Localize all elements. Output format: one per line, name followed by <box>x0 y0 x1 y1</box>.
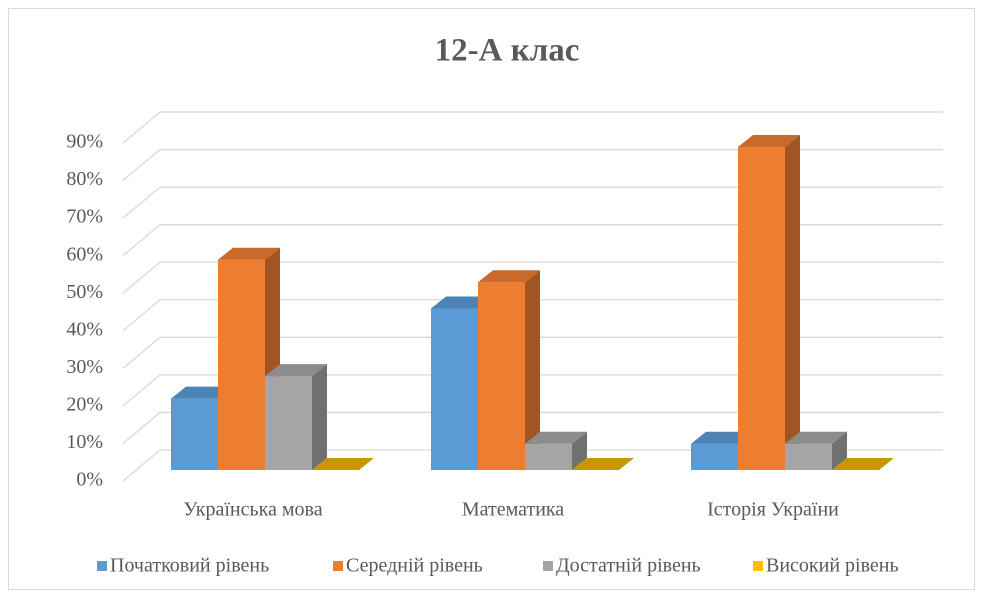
bar-side <box>312 364 327 470</box>
bar-top <box>312 458 374 470</box>
bar-top <box>785 431 847 444</box>
bar-top <box>171 386 233 399</box>
bar-side <box>785 135 800 470</box>
legend-label: Достатній рівень <box>556 555 701 577</box>
x-tick-label: Математика <box>462 499 564 521</box>
bar-front <box>478 282 525 470</box>
bar-top <box>832 458 894 470</box>
legend-swatch <box>97 561 107 571</box>
y-tick-label: 60% <box>66 243 103 265</box>
grid-line <box>122 299 943 332</box>
bar-front <box>525 443 572 470</box>
bar-front <box>738 147 785 470</box>
bar-front <box>431 308 478 470</box>
bar-top <box>691 431 753 444</box>
grid-line <box>122 148 943 182</box>
chart-title: 12-А клас <box>435 33 580 69</box>
bar-top <box>738 135 800 148</box>
grid-line <box>122 111 943 144</box>
y-tick-label: 30% <box>66 356 103 378</box>
legend-label: Середній рівень <box>346 555 483 577</box>
legend-swatch <box>543 561 553 571</box>
bar-front <box>218 259 265 470</box>
bar-side <box>525 270 540 470</box>
bar-side <box>832 431 847 470</box>
bar-top <box>265 364 327 377</box>
grid-line <box>122 186 943 219</box>
bar-side <box>572 431 587 470</box>
grid-line <box>122 261 943 294</box>
legend-label: Початковий рівень <box>110 555 269 577</box>
y-tick-label: 80% <box>66 168 103 190</box>
bar-front <box>691 443 738 470</box>
y-tick-label: 10% <box>66 431 103 453</box>
legend-swatch <box>753 561 763 571</box>
grid-line <box>122 449 943 482</box>
grid-line <box>122 224 943 257</box>
legend-label: Високий рівень <box>766 555 899 577</box>
grid-line <box>122 336 943 369</box>
y-tick-label: 50% <box>66 281 103 303</box>
bar-top <box>431 296 493 309</box>
y-tick-label: 40% <box>66 318 103 340</box>
bar-top <box>572 458 634 470</box>
y-tick-label: 90% <box>66 131 103 153</box>
bar-top <box>218 247 280 260</box>
bar-front <box>171 398 218 470</box>
x-tick-label: Історія України <box>707 499 839 521</box>
bar-top <box>525 431 587 444</box>
grid-line <box>122 411 943 444</box>
y-tick-label: 70% <box>66 206 103 228</box>
bar-front <box>265 376 312 470</box>
legend-swatch <box>333 561 343 571</box>
y-tick-label: 0% <box>76 469 103 491</box>
y-tick-label: 20% <box>66 393 103 415</box>
x-tick-label: Українська мова <box>183 499 322 521</box>
bar-top <box>478 270 540 283</box>
bar-front <box>785 443 832 470</box>
grid-line <box>122 374 943 407</box>
